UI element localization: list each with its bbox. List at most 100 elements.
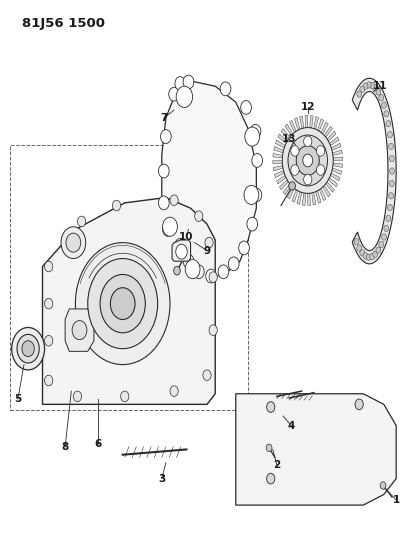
Circle shape bbox=[160, 130, 171, 143]
Circle shape bbox=[77, 216, 85, 227]
Circle shape bbox=[369, 254, 374, 260]
Polygon shape bbox=[294, 118, 299, 130]
Text: 11: 11 bbox=[372, 81, 386, 91]
Circle shape bbox=[266, 473, 274, 484]
Circle shape bbox=[375, 247, 380, 253]
Text: 4: 4 bbox=[287, 421, 294, 431]
Polygon shape bbox=[315, 191, 320, 203]
Polygon shape bbox=[301, 193, 305, 205]
Circle shape bbox=[202, 370, 211, 381]
Polygon shape bbox=[285, 124, 292, 135]
Polygon shape bbox=[304, 115, 307, 128]
Circle shape bbox=[316, 165, 324, 175]
Polygon shape bbox=[307, 193, 310, 206]
Circle shape bbox=[356, 245, 361, 251]
Circle shape bbox=[45, 298, 53, 309]
Polygon shape bbox=[235, 394, 395, 505]
Circle shape bbox=[209, 272, 217, 282]
Circle shape bbox=[169, 87, 179, 101]
Polygon shape bbox=[291, 190, 297, 202]
Circle shape bbox=[356, 91, 361, 97]
Polygon shape bbox=[332, 163, 342, 167]
Circle shape bbox=[183, 254, 193, 268]
Circle shape bbox=[385, 120, 390, 127]
Circle shape bbox=[61, 227, 85, 259]
Circle shape bbox=[381, 102, 385, 108]
Circle shape bbox=[359, 249, 364, 256]
Circle shape bbox=[250, 188, 261, 202]
Polygon shape bbox=[273, 147, 283, 153]
Circle shape bbox=[383, 111, 388, 117]
Circle shape bbox=[162, 222, 173, 236]
Circle shape bbox=[388, 143, 393, 150]
Polygon shape bbox=[329, 137, 338, 146]
Circle shape bbox=[381, 234, 385, 240]
Circle shape bbox=[372, 251, 377, 257]
Circle shape bbox=[158, 164, 169, 178]
Circle shape bbox=[302, 154, 312, 167]
Circle shape bbox=[238, 241, 249, 255]
Circle shape bbox=[244, 127, 259, 146]
Polygon shape bbox=[287, 187, 294, 199]
Polygon shape bbox=[325, 182, 334, 192]
Circle shape bbox=[266, 402, 274, 413]
Circle shape bbox=[204, 237, 213, 248]
Text: 81J56 1500: 81J56 1500 bbox=[22, 17, 105, 30]
Circle shape bbox=[303, 174, 311, 185]
Polygon shape bbox=[323, 126, 332, 137]
Polygon shape bbox=[289, 120, 295, 132]
Circle shape bbox=[354, 399, 362, 410]
Polygon shape bbox=[332, 157, 342, 160]
Polygon shape bbox=[318, 189, 325, 200]
Circle shape bbox=[170, 195, 178, 206]
Circle shape bbox=[176, 244, 187, 259]
Circle shape bbox=[369, 82, 374, 88]
Text: 2: 2 bbox=[273, 461, 280, 470]
Circle shape bbox=[366, 254, 370, 260]
Polygon shape bbox=[320, 122, 328, 134]
Text: 12: 12 bbox=[300, 102, 314, 112]
Circle shape bbox=[73, 391, 81, 402]
Circle shape bbox=[388, 156, 393, 161]
Text: 10: 10 bbox=[179, 232, 193, 243]
Circle shape bbox=[72, 320, 87, 340]
Text: 8: 8 bbox=[62, 442, 69, 452]
Circle shape bbox=[228, 257, 238, 271]
Circle shape bbox=[389, 168, 394, 174]
Circle shape bbox=[88, 259, 157, 349]
Circle shape bbox=[170, 386, 178, 397]
Polygon shape bbox=[311, 192, 315, 205]
Polygon shape bbox=[296, 192, 301, 204]
Polygon shape bbox=[279, 180, 288, 190]
Circle shape bbox=[175, 77, 185, 91]
Polygon shape bbox=[273, 166, 282, 171]
Circle shape bbox=[205, 269, 216, 283]
Circle shape bbox=[282, 127, 332, 193]
Polygon shape bbox=[275, 140, 284, 148]
Circle shape bbox=[362, 83, 367, 90]
Polygon shape bbox=[65, 309, 94, 351]
Circle shape bbox=[290, 165, 298, 175]
Circle shape bbox=[194, 211, 202, 221]
Circle shape bbox=[266, 444, 271, 451]
Polygon shape bbox=[317, 119, 323, 131]
Circle shape bbox=[45, 335, 53, 346]
Polygon shape bbox=[276, 175, 285, 184]
Polygon shape bbox=[161, 81, 256, 277]
Polygon shape bbox=[172, 240, 190, 261]
Circle shape bbox=[12, 327, 45, 370]
Text: 7: 7 bbox=[160, 113, 167, 123]
Text: 5: 5 bbox=[14, 394, 21, 404]
Polygon shape bbox=[328, 177, 337, 187]
Circle shape bbox=[362, 253, 367, 259]
Circle shape bbox=[366, 82, 370, 88]
Circle shape bbox=[383, 225, 388, 231]
Polygon shape bbox=[309, 116, 313, 128]
Circle shape bbox=[209, 325, 217, 335]
Bar bbox=[9, 144, 247, 410]
Text: 6: 6 bbox=[94, 439, 102, 449]
Circle shape bbox=[387, 204, 392, 211]
Circle shape bbox=[176, 86, 192, 108]
Circle shape bbox=[22, 341, 34, 357]
Circle shape bbox=[378, 241, 383, 247]
